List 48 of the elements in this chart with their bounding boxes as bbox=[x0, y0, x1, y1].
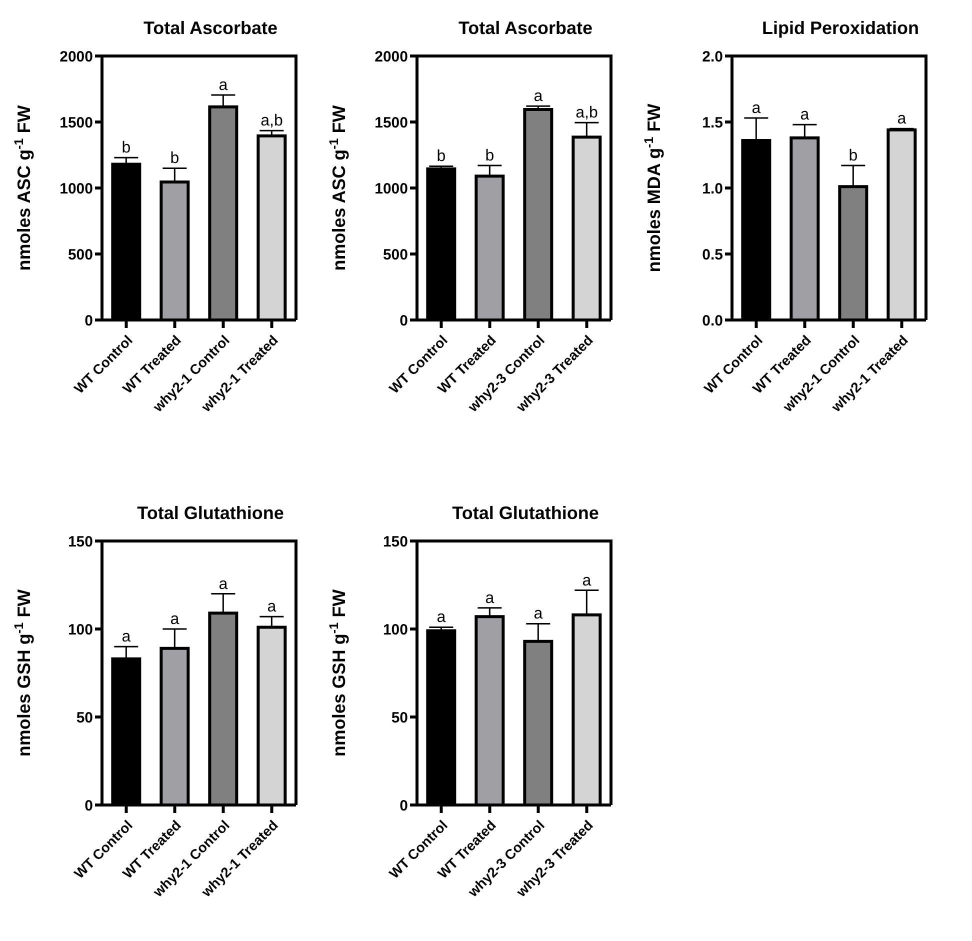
chart-title: Total Ascorbate bbox=[457, 17, 594, 40]
chart-title: Lipid Peroxidation bbox=[760, 17, 920, 40]
annotation: a bbox=[218, 76, 228, 94]
annotation: b bbox=[170, 150, 180, 168]
y-tick-label: 1500 bbox=[60, 114, 93, 132]
y-tick-label: 1000 bbox=[374, 180, 408, 198]
annotation: a bbox=[485, 590, 494, 607]
y-tick-label: 1500 bbox=[374, 114, 408, 132]
annotation: a bbox=[534, 606, 543, 623]
annotation: a,b bbox=[260, 112, 283, 130]
annotation: a bbox=[122, 628, 131, 646]
chart-title: Total Glutathione bbox=[136, 502, 285, 525]
y-tick-label: 1000 bbox=[60, 180, 93, 198]
y-tick-label: 150 bbox=[382, 533, 408, 550]
y-tick-label: 50 bbox=[391, 709, 408, 726]
y-tick-label: 1.5 bbox=[702, 114, 723, 132]
y-tick-label: 0 bbox=[84, 312, 93, 330]
annotation: a bbox=[800, 106, 810, 124]
annotation: a bbox=[436, 609, 446, 626]
y-tick-label: 0.5 bbox=[702, 246, 723, 264]
y-tick-label: 0.0 bbox=[702, 312, 723, 330]
y-tick-label: 0 bbox=[400, 797, 408, 814]
y-tick-label: 0 bbox=[400, 312, 408, 330]
y-tick-label: 2.0 bbox=[702, 48, 723, 66]
y-tick-label: 2000 bbox=[60, 48, 93, 66]
annotation: b bbox=[485, 148, 494, 165]
annotation: a bbox=[897, 110, 906, 128]
annotation: b bbox=[848, 148, 858, 165]
annotation: a,b bbox=[576, 104, 598, 122]
annotation: a bbox=[218, 576, 228, 593]
y-tick-label: 1.0 bbox=[702, 180, 723, 198]
y-tick-label: 500 bbox=[68, 246, 93, 264]
y-tick-label: 100 bbox=[68, 621, 93, 638]
y-tick-label: 150 bbox=[68, 533, 93, 550]
annotation: a bbox=[170, 611, 180, 628]
annotation: a bbox=[267, 598, 276, 616]
chart-title: Total Glutathione bbox=[451, 502, 600, 525]
y-tick-label: 100 bbox=[382, 621, 408, 638]
chart-title: Total Ascorbate bbox=[142, 17, 279, 40]
annotation: a bbox=[582, 572, 592, 590]
annotation: b bbox=[122, 140, 131, 157]
annotation: a bbox=[752, 100, 761, 118]
y-tick-label: 2000 bbox=[374, 48, 408, 66]
annotation: a bbox=[534, 88, 543, 106]
y-tick-label: 0 bbox=[84, 797, 93, 814]
annotation: b bbox=[436, 148, 446, 166]
y-tick-label: 50 bbox=[76, 709, 93, 726]
y-tick-label: 500 bbox=[382, 246, 408, 264]
